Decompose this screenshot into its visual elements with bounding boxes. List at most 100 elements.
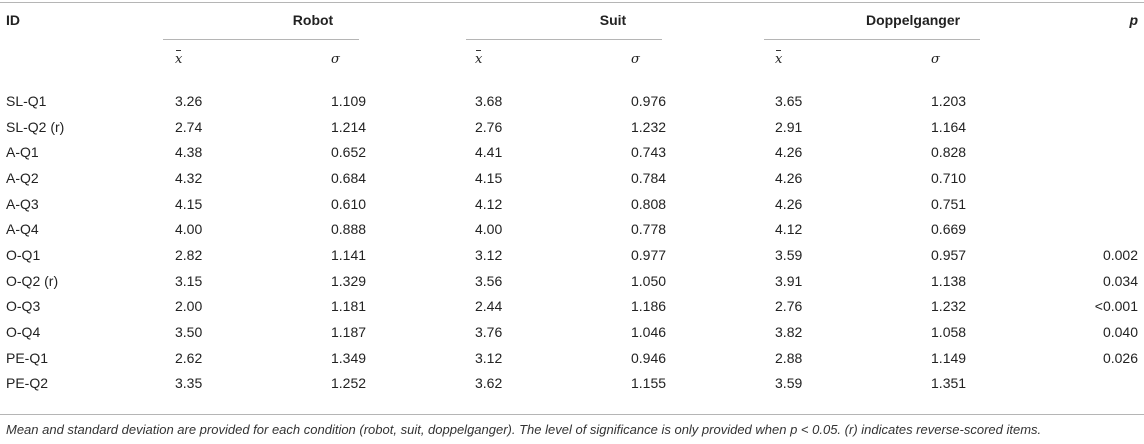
table-row: PE-Q1 2.62 1.349 3.12 0.946 2.88 1.149 0.026	[0, 345, 1144, 371]
table-row: O-Q3 2.00 1.181 2.44 1.186 2.76 1.232 <0.001	[0, 294, 1144, 320]
suit-group-rule	[466, 39, 662, 40]
suit-sd-cell: 1.046	[631, 324, 667, 341]
table-row: A-Q1 4.38 0.652 4.41 0.743 4.26 0.828	[0, 139, 1144, 165]
robot-mean-cell: 2.62	[175, 349, 203, 366]
suit-mean-cell: 4.15	[475, 169, 503, 186]
suit-mean-cell: 3.68	[475, 92, 503, 109]
row-id-cell: PE-Q1	[6, 349, 49, 366]
suit-mean-cell: 3.62	[475, 375, 503, 392]
doppelganger-sd-cell: 0.710	[931, 169, 967, 186]
robot-sd-cell: 0.888	[331, 221, 367, 238]
p-value-cell: 0.026	[1102, 349, 1139, 366]
header-row-stats: x σ x σ x σ	[0, 38, 1144, 88]
doppelganger-sd-cell: 1.138	[931, 272, 967, 289]
suit-sd-cell: 0.946	[631, 349, 667, 366]
robot-sd-cell: 1.187	[331, 324, 367, 341]
doppelganger-mean-cell: 3.82	[775, 324, 803, 341]
header-robot: Robot	[292, 12, 334, 28]
row-id-cell: O-Q4	[6, 324, 41, 341]
suit-mean-cell: 2.44	[475, 298, 503, 315]
robot-mean-symbol: x	[175, 50, 183, 67]
doppelganger-mean-symbol: x	[775, 50, 783, 67]
doppelganger-mean-cell: 3.91	[775, 272, 803, 289]
robot-mean-cell: 4.32	[175, 169, 203, 186]
robot-mean-cell: 4.00	[175, 221, 203, 238]
p-value-cell: 0.002	[1102, 246, 1139, 263]
suit-sd-cell: 0.976	[631, 92, 667, 109]
doppelganger-mean-cell: 4.26	[775, 144, 803, 161]
doppelganger-mean-cell: 2.76	[775, 298, 803, 315]
robot-sd-cell: 1.141	[331, 246, 367, 263]
p-value-cell: <0.001	[1094, 298, 1139, 315]
top-rule	[0, 2, 1144, 3]
robot-sd-cell: 0.610	[331, 195, 367, 212]
suit-sd-cell: 1.155	[631, 375, 667, 392]
robot-mean-cell: 2.74	[175, 118, 203, 135]
row-id-cell: A-Q3	[6, 195, 39, 212]
robot-mean-cell: 3.50	[175, 324, 203, 341]
robot-sd-cell: 1.109	[331, 92, 367, 109]
header-suit: Suit	[599, 12, 627, 28]
p-value-cell	[1063, 216, 1144, 242]
table-row: O-Q4 3.50 1.187 3.76 1.046 3.82 1.058 0.040	[0, 319, 1144, 345]
robot-mean-cell: 2.00	[175, 298, 203, 315]
doppelganger-mean-cell: 2.91	[775, 118, 803, 135]
doppelganger-sd-cell: 1.058	[931, 324, 967, 341]
suit-sd-cell: 1.050	[631, 272, 667, 289]
doppelganger-mean-cell: 4.26	[775, 195, 803, 212]
header-row-groups: ID Robot Suit Doppelganger p	[0, 0, 1144, 38]
doppelganger-sd-cell: 0.828	[931, 144, 967, 161]
suit-mean-cell: 4.00	[475, 221, 503, 238]
robot-sd-cell: 1.252	[331, 375, 367, 392]
suit-sd-cell: 0.778	[631, 221, 667, 238]
doppelganger-sd-cell: 1.232	[931, 298, 967, 315]
suit-sd-cell: 1.232	[631, 118, 667, 135]
robot-sd-cell: 0.684	[331, 169, 367, 186]
doppelganger-sd-cell: 1.203	[931, 92, 967, 109]
robot-mean-cell: 3.26	[175, 92, 203, 109]
doppelganger-sd-cell: 1.164	[931, 118, 967, 135]
suit-mean-cell: 3.12	[475, 246, 503, 263]
table-row: SL-Q2 (r) 2.74 1.214 2.76 1.232 2.91 1.164	[0, 114, 1144, 140]
doppelganger-sd-symbol: σ	[931, 52, 940, 67]
robot-mean-cell: 2.82	[175, 246, 203, 263]
suit-mean-symbol: x	[475, 50, 483, 67]
row-id-cell: O-Q3	[6, 298, 41, 315]
p-value-cell	[1063, 139, 1144, 165]
robot-sd-cell: 0.652	[331, 144, 367, 161]
row-id-cell: A-Q4	[6, 221, 39, 238]
suit-sd-cell: 0.808	[631, 195, 667, 212]
doppelganger-mean-cell: 4.26	[775, 169, 803, 186]
p-value-cell	[1063, 114, 1144, 140]
row-id-cell: SL-Q1	[6, 92, 47, 109]
doppelganger-sd-cell: 0.751	[931, 195, 967, 212]
doppelganger-sd-cell: 1.149	[931, 349, 967, 366]
suit-sd-cell: 1.186	[631, 298, 667, 315]
suit-mean-cell: 3.76	[475, 324, 503, 341]
header-doppelganger: Doppelganger	[865, 12, 961, 28]
p-value-cell	[1063, 371, 1144, 397]
row-id-cell: PE-Q2	[6, 375, 49, 392]
suit-mean-cell: 3.12	[475, 349, 503, 366]
table-row: A-Q4 4.00 0.888 4.00 0.778 4.12 0.669	[0, 216, 1144, 242]
doppelganger-sd-cell: 1.351	[931, 375, 967, 392]
doppelganger-mean-cell: 2.88	[775, 349, 803, 366]
row-id-cell: SL-Q2 (r)	[6, 118, 65, 135]
suit-mean-cell: 3.56	[475, 272, 503, 289]
doppelganger-sd-cell: 0.669	[931, 221, 967, 238]
suit-mean-cell: 4.12	[475, 195, 503, 212]
robot-sd-cell: 1.214	[331, 118, 367, 135]
suit-sd-symbol: σ	[631, 52, 640, 67]
suit-mean-cell: 4.41	[475, 144, 503, 161]
doppelganger-mean-cell: 3.59	[775, 375, 803, 392]
robot-mean-cell: 3.35	[175, 375, 203, 392]
suit-mean-cell: 2.76	[475, 118, 503, 135]
robot-sd-cell: 1.349	[331, 349, 367, 366]
robot-sd-symbol: σ	[331, 52, 340, 67]
robot-sd-cell: 1.329	[331, 272, 367, 289]
robot-mean-cell: 4.38	[175, 144, 203, 161]
p-value-cell: 0.034	[1102, 272, 1139, 289]
row-id-cell: A-Q1	[6, 144, 39, 161]
table-row: O-Q2 (r) 3.15 1.329 3.56 1.050 3.91 1.138 0.034	[0, 268, 1144, 294]
